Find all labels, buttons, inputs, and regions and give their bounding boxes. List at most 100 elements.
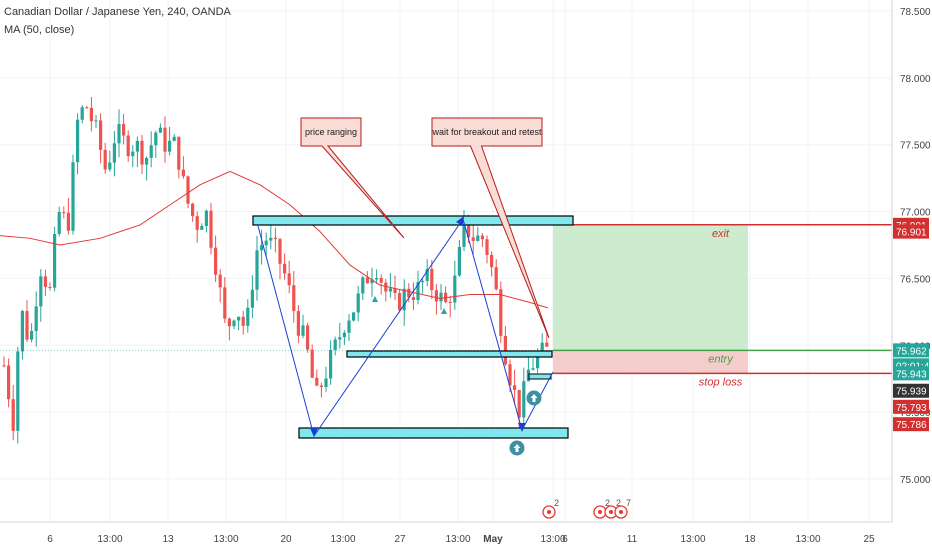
candle-up <box>255 250 259 290</box>
time-tick-label: 25 <box>863 534 875 545</box>
candle-down <box>273 237 277 240</box>
candle-down <box>319 385 323 388</box>
candle-down <box>411 297 415 300</box>
retest-box <box>528 373 552 380</box>
candle-down <box>517 389 521 418</box>
candle-down <box>223 287 227 319</box>
candle-down <box>448 301 452 303</box>
candle-down <box>471 237 475 241</box>
long-position-tool[interactable]: exit entry stop loss <box>553 224 892 389</box>
candle-up <box>53 233 57 288</box>
time-tick-label: 27 <box>394 534 406 545</box>
candle-up <box>375 277 379 280</box>
candle-down <box>490 254 494 268</box>
time-tick-label: 6 <box>47 534 53 545</box>
price-badge-label: 75.786 <box>896 420 927 431</box>
candle-down <box>398 293 402 311</box>
candle-down <box>379 277 383 283</box>
candle-down <box>315 377 319 386</box>
candle-down <box>186 176 190 204</box>
candle-up <box>145 157 149 165</box>
event-count-label: 2 <box>616 498 621 508</box>
candle-up <box>237 316 241 321</box>
candle-up <box>462 215 466 247</box>
candle-up <box>16 351 20 431</box>
candle-up <box>204 210 208 226</box>
price-ranging-callout-box <box>300 117 405 239</box>
price-badge <box>893 383 929 398</box>
event-count-label: 7 <box>626 498 631 508</box>
candle-up <box>301 325 305 336</box>
candle-up <box>94 120 98 122</box>
candle-down <box>181 169 185 177</box>
signal-marker <box>441 308 447 314</box>
breakout-callout-text: wait for breakout and retest <box>431 127 542 137</box>
candle-up <box>476 235 480 241</box>
candle-down <box>287 273 291 286</box>
candle-down <box>99 120 103 150</box>
event-count-label: 2 <box>554 498 559 508</box>
event-marker-dot <box>547 510 551 514</box>
candle-down <box>85 107 89 109</box>
candle-down <box>513 385 517 390</box>
price-axis[interactable]: 75.00075.50076.00076.50077.00077.50078.0… <box>891 0 932 522</box>
candle-up <box>39 276 43 307</box>
candle-up <box>158 127 162 133</box>
candle-up <box>536 354 540 369</box>
candle-down <box>241 316 245 326</box>
candle-up <box>370 279 374 284</box>
price-tick-label: 76.500 <box>900 274 931 285</box>
candle-up <box>439 292 443 302</box>
candle-down <box>407 288 411 298</box>
candle-up <box>76 119 80 163</box>
candle-up <box>250 289 254 308</box>
stop-loss-label: stop loss <box>699 376 743 388</box>
candle-down <box>227 318 231 327</box>
candle-down <box>365 277 369 284</box>
event-marker-dot <box>619 510 623 514</box>
symbol-title: Canadian Dollar / Japanese Yen, 240, OAN… <box>4 6 231 18</box>
candle-up <box>352 312 356 321</box>
time-tick-label: 13:00 <box>97 534 122 545</box>
pattern-arrowhead <box>456 216 464 226</box>
price-tick-label: 77.500 <box>900 141 931 152</box>
time-tick-label: 13:00 <box>795 534 820 545</box>
candle-down <box>278 239 282 264</box>
candle-down <box>2 365 6 367</box>
up-arrow-glyph <box>513 444 521 452</box>
candle-down <box>480 235 484 240</box>
signal-marker <box>372 296 378 302</box>
support-box <box>346 350 553 358</box>
candle-down <box>310 349 314 378</box>
candle-down <box>499 289 503 336</box>
event-marker-dot <box>609 510 613 514</box>
moving-average-line <box>0 170 549 309</box>
candle-up <box>333 339 337 350</box>
time-axis[interactable]: 6 13:00 13 13:00 20 13:00 27 13:00 May 13:006 11 13… <box>0 521 892 545</box>
candle-up <box>20 311 24 352</box>
candle-down <box>140 140 144 165</box>
candle-up <box>388 288 392 292</box>
price-badge <box>893 399 929 414</box>
price-badge <box>893 224 929 239</box>
price-badge-label: 76.901 <box>896 228 927 239</box>
candle-up <box>260 245 264 251</box>
candle-down <box>126 135 130 157</box>
time-tick-label: 11 <box>627 534 638 545</box>
candle-down <box>485 239 489 255</box>
candle-down <box>508 364 512 386</box>
candle-down <box>503 335 507 365</box>
candle-down <box>89 107 93 122</box>
candle-down <box>393 288 397 294</box>
candle-up <box>540 342 544 355</box>
entry-label: entry <box>708 353 734 365</box>
loss-zone <box>553 350 748 374</box>
candle-down <box>11 399 15 431</box>
candle-up <box>264 240 268 246</box>
candle-up <box>342 332 346 338</box>
candle-up <box>338 337 342 340</box>
price-ranging-callout-text: price ranging <box>305 127 357 137</box>
candle-up <box>425 268 429 281</box>
